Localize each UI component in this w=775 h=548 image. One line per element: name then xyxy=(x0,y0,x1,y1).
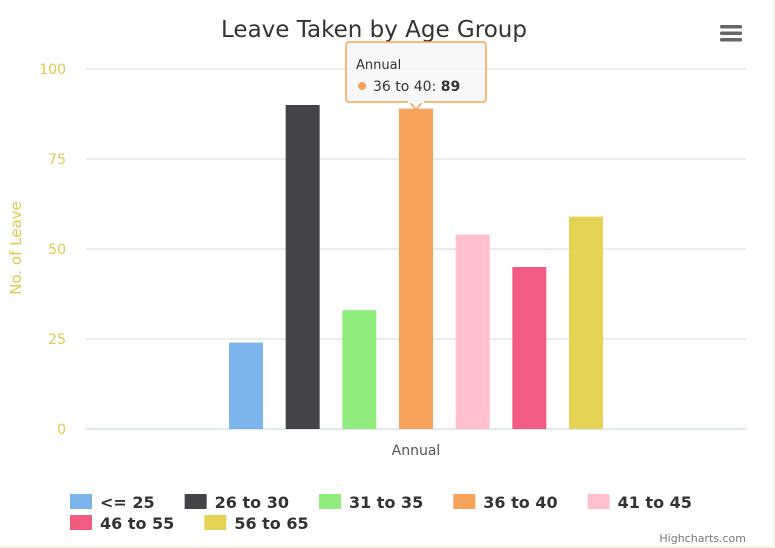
bar-31-to-35[interactable] xyxy=(342,310,377,429)
legend-label: 56 to 65 xyxy=(234,514,308,533)
bar-25[interactable] xyxy=(228,342,263,429)
legend-item[interactable]: 46 to 55 xyxy=(70,514,174,533)
legend-item[interactable]: <= 25 xyxy=(70,493,155,512)
y-tick-label: 25 xyxy=(48,332,66,348)
menu-button[interactable] xyxy=(716,20,746,46)
chart-title: Leave Taken by Age Group xyxy=(221,17,527,43)
y-tick-label: 75 xyxy=(48,152,66,168)
legend-swatch xyxy=(70,494,92,509)
y-axis-title: No. of Leave xyxy=(7,201,25,295)
legend: <= 25 26 to 30 31 to 35 36 to 40 41 to 45 46 … xyxy=(70,493,692,533)
legend-label: 41 to 45 xyxy=(618,493,692,512)
bar-36-to-40[interactable] xyxy=(399,108,433,429)
legend-label: 46 to 55 xyxy=(100,514,174,533)
svg-text:36 to 40: 89: 36 to 40: 89 xyxy=(373,79,460,95)
tooltip-series-name: 36 to 40 xyxy=(373,79,432,95)
y-axis-ticks: 0 25 50 75 100 xyxy=(39,62,66,438)
tooltip-value: 89 xyxy=(441,79,460,95)
legend-item[interactable]: 36 to 40 xyxy=(453,493,558,512)
bar-26-to-30[interactable] xyxy=(285,105,320,429)
legend-label: <= 25 xyxy=(100,493,155,512)
legend-swatch xyxy=(184,494,207,509)
x-axis-ticks: Annual xyxy=(392,443,441,459)
legend-item[interactable]: 26 to 30 xyxy=(184,493,289,512)
bar-41-to-45[interactable] xyxy=(455,234,490,429)
bar-46-to-55[interactable] xyxy=(512,267,547,429)
legend-swatch xyxy=(587,494,610,509)
tooltip: Annual 36 to 40: 89 xyxy=(345,41,487,112)
legend-item[interactable]: 41 to 45 xyxy=(587,493,692,512)
bar-56-to-65[interactable] xyxy=(569,216,604,429)
y-tick-label: 0 xyxy=(57,422,66,438)
legend-swatch xyxy=(70,515,92,530)
tooltip-marker xyxy=(358,82,366,90)
credits-link[interactable]: Highcharts.com xyxy=(659,532,746,545)
tooltip-category: Annual xyxy=(356,58,401,73)
bar-series xyxy=(228,105,604,429)
x-tick-label: Annual xyxy=(392,443,441,459)
legend-item[interactable]: 31 to 35 xyxy=(318,493,423,512)
legend-swatch xyxy=(453,494,476,509)
y-tick-label: 50 xyxy=(48,242,66,258)
legend-label: 31 to 35 xyxy=(349,493,423,512)
legend-label: 36 to 40 xyxy=(483,493,557,512)
legend-item[interactable]: 56 to 65 xyxy=(204,514,309,533)
hamburger-menu-icon xyxy=(720,25,742,42)
legend-swatch xyxy=(204,515,227,530)
y-tick-label: 100 xyxy=(39,62,66,78)
legend-label: 26 to 30 xyxy=(215,493,289,512)
legend-swatch xyxy=(318,494,341,509)
